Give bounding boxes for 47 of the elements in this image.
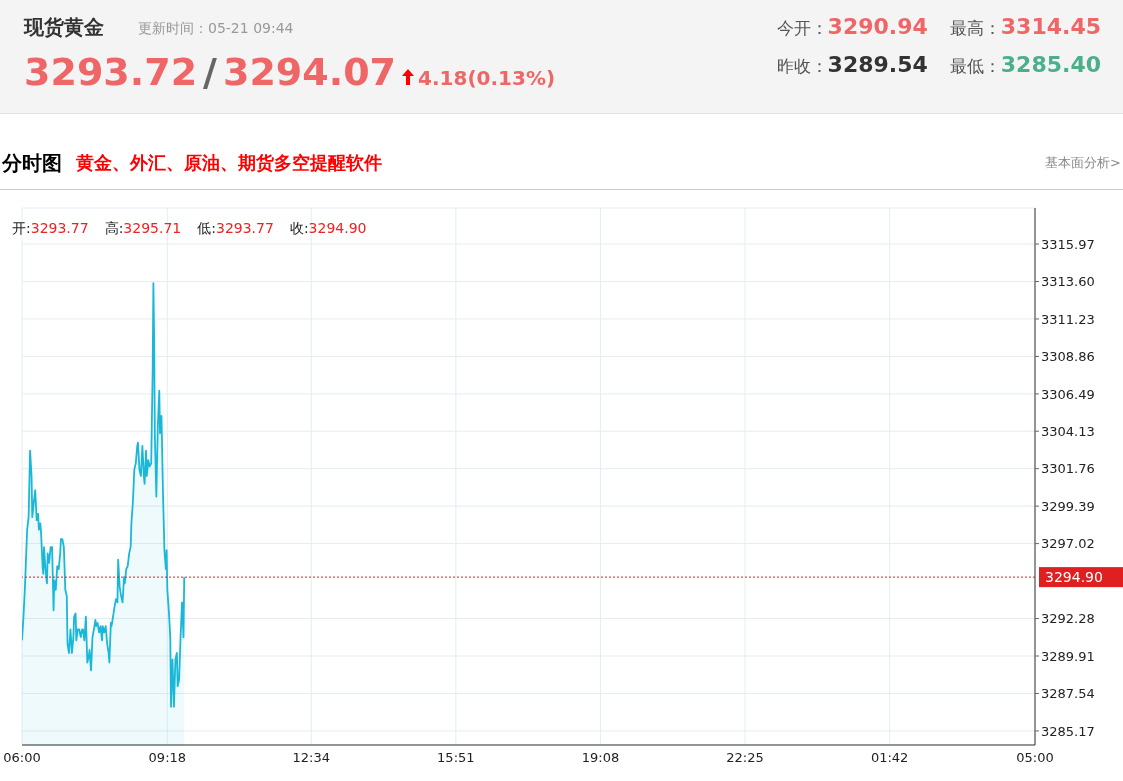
ref-line-label: 3294.90 <box>1045 569 1103 586</box>
text: 3285.40 <box>1000 52 1101 77</box>
x-tick-label: 19:08 <box>581 750 620 766</box>
y-tick-label: 3313.60 <box>1041 274 1095 290</box>
text: 4.18(0.13%) <box>418 66 556 90</box>
annotation: 开: <box>12 220 31 238</box>
annotation: 3293.77 <box>30 220 89 238</box>
x-tick-label: 22:25 <box>726 750 764 766</box>
chart-title: 现货黄金 <box>24 14 104 41</box>
x-tick-label: 15:51 <box>437 750 475 766</box>
y-tick-label: 3304.13 <box>1041 423 1095 439</box>
y-tick-label: 3311.23 <box>1041 311 1095 327</box>
y-tick-label: 3306.49 <box>1041 386 1095 402</box>
text: 分时图 <box>2 150 62 177</box>
x-tick-label: 01:42 <box>870 750 909 766</box>
y-tick-label: 3299.39 <box>1041 498 1095 514</box>
x-tick-label: 05:00 <box>1016 750 1054 766</box>
annotation: 3294.90 <box>308 220 367 238</box>
text: 基本面分析> <box>1045 154 1121 172</box>
text: 最低： <box>949 55 1001 78</box>
y-tick-label: 3285.17 <box>1041 723 1095 739</box>
y-tick-label: 3308.86 <box>1041 349 1095 365</box>
text: 3290.94 <box>827 14 928 39</box>
text: 3289.54 <box>827 52 928 77</box>
text: 3314.45 <box>1000 14 1101 39</box>
text: 昨收： <box>776 55 828 78</box>
annotation: 收: <box>289 220 309 238</box>
x-tick-label: 09:18 <box>148 750 187 766</box>
text: 黄金、外汇、原油、期货多空提醒软件 <box>76 151 382 175</box>
annotation: 低: <box>197 220 216 238</box>
text: 最高： <box>949 17 1001 40</box>
text: 今开： <box>776 17 828 40</box>
x-tick-label: 06:00 <box>3 750 41 766</box>
y-tick-label: 3301.76 <box>1041 461 1095 477</box>
text: 3293.72 <box>24 50 198 94</box>
text: 3294.07 <box>222 50 397 94</box>
x-tick-label: 12:34 <box>292 750 330 766</box>
y-tick-label: 3289.91 <box>1041 648 1095 664</box>
y-tick-label: 3315.97 <box>1041 236 1095 252</box>
y-tick-label: 3297.02 <box>1041 536 1095 552</box>
y-tick-label: 3292.28 <box>1041 611 1095 627</box>
chart-subtitle: 更新时间：05-21 09:44 <box>138 20 294 38</box>
text: / <box>203 50 217 94</box>
y-tick-label: 3287.54 <box>1041 686 1095 702</box>
annotation: 3295.71 <box>123 220 182 238</box>
annotation: 高: <box>104 220 124 238</box>
annotation: 3293.77 <box>215 220 274 238</box>
